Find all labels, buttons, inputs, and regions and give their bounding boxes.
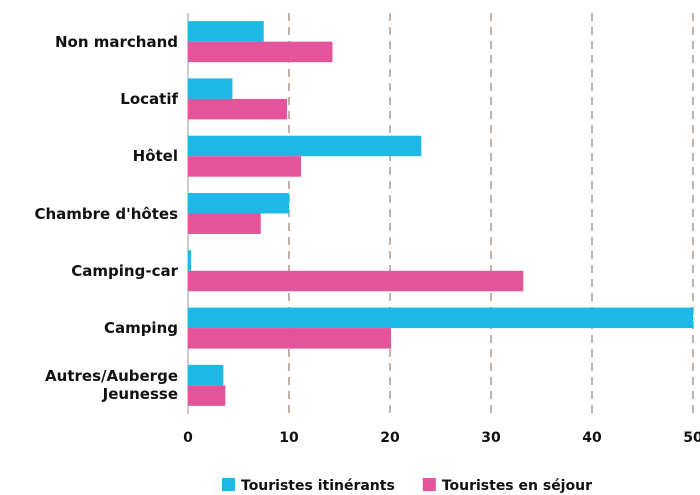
bar <box>188 193 289 214</box>
y-tick-label: Camping-car <box>71 261 178 280</box>
bar <box>188 250 192 271</box>
bar <box>188 328 392 349</box>
x-tick-label: 10 <box>279 430 299 446</box>
y-tick-label: Camping <box>103 319 178 338</box>
bar <box>188 156 302 177</box>
bar <box>188 307 693 329</box>
y-tick-label: Autres/Auberge Jeunesse <box>45 367 178 404</box>
x-tick-label: 0 <box>183 430 193 446</box>
legend-swatch <box>422 478 436 491</box>
bar <box>188 21 264 42</box>
bar <box>188 364 224 386</box>
bar <box>188 98 287 120</box>
x-tick-label: 20 <box>380 430 400 446</box>
x-tick-label: 40 <box>582 430 602 446</box>
y-tick-label: Locatif <box>120 89 178 108</box>
x-tick-label: 50 <box>683 430 700 446</box>
bar <box>188 270 524 292</box>
y-tick-label: Non marchand <box>54 32 178 51</box>
bar <box>188 135 422 157</box>
y-tick-label: Hôtel <box>132 147 178 166</box>
y-tick-label: Chambre d'hôtes <box>34 204 178 223</box>
bar <box>188 385 226 406</box>
legend-label: Touristes itinérants <box>241 478 395 494</box>
legend-label: Touristes en séjour <box>442 478 592 494</box>
legend-swatch <box>222 478 235 491</box>
x-tick-label: 30 <box>481 430 501 446</box>
bar <box>188 78 233 99</box>
bar <box>188 213 261 234</box>
bar <box>188 41 333 63</box>
